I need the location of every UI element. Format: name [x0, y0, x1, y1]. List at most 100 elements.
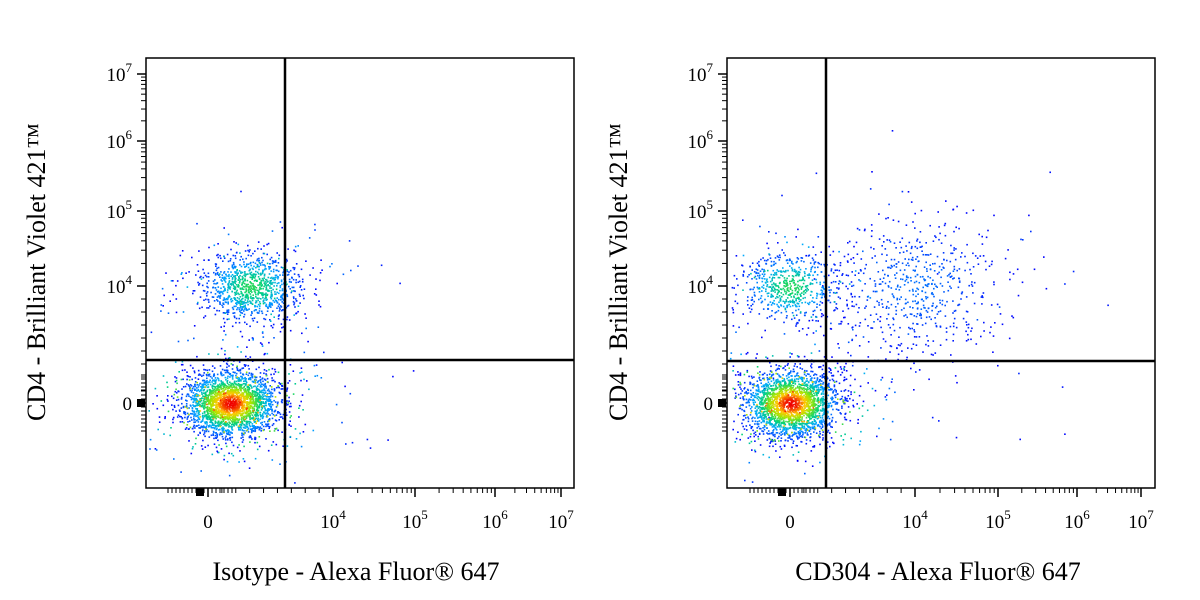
event-dot [919, 231, 922, 233]
event-dot [215, 415, 218, 418]
event-dot [186, 375, 189, 377]
event-dot [811, 319, 814, 322]
event-dot [988, 265, 991, 267]
event-dot [243, 389, 245, 391]
event-dot [246, 279, 249, 282]
event-dot [920, 209, 923, 212]
event-dot [257, 292, 259, 295]
event-dot [820, 251, 822, 253]
event-dot [227, 287, 229, 289]
event-dot [288, 285, 290, 288]
event-dot [258, 398, 260, 400]
event-dot [251, 285, 254, 287]
event-dot [274, 278, 276, 281]
event-dot [266, 352, 269, 355]
event-dot [777, 367, 779, 370]
event-dot [222, 416, 225, 418]
event-dot [192, 410, 194, 413]
event-dot [850, 281, 853, 283]
event-dot [196, 303, 199, 305]
event-dot [255, 403, 257, 406]
event-dot [195, 394, 198, 397]
event-dot [307, 340, 309, 343]
event-dot [741, 422, 743, 425]
event-dot [262, 397, 264, 399]
event-dot [238, 285, 240, 287]
event-dot [246, 420, 249, 423]
event-dot [832, 250, 835, 253]
event-dot [931, 304, 934, 307]
event-dot [751, 383, 754, 386]
event-dot [228, 398, 230, 400]
event-dot [257, 426, 259, 428]
event-dot [254, 382, 257, 384]
event-dot [222, 429, 224, 431]
event-dot [261, 389, 263, 392]
event-dot [212, 433, 214, 435]
event-dot [216, 373, 219, 376]
event-dot [186, 378, 188, 381]
event-dot [751, 269, 753, 271]
event-dot [953, 249, 955, 251]
event-dot [197, 388, 200, 391]
event-dot [189, 396, 192, 398]
event-dot [204, 435, 206, 438]
event-dot [259, 397, 261, 400]
event-dot [839, 398, 842, 401]
event-dot [861, 289, 864, 292]
event-dot [823, 356, 826, 358]
event-dot [990, 304, 993, 306]
event-dot [878, 238, 881, 240]
event-dot [271, 262, 274, 265]
event-dot [274, 428, 277, 430]
event-dot [939, 344, 942, 346]
event-dot [789, 435, 791, 438]
event-dot [212, 404, 214, 407]
event-dot [294, 245, 297, 248]
event-dot [238, 400, 240, 402]
event-dot [858, 296, 861, 298]
event-dot [281, 288, 284, 290]
event-dot [757, 435, 759, 438]
event-dot [851, 326, 853, 329]
event-dot [205, 421, 208, 423]
event-dot [249, 428, 252, 430]
event-dot [936, 305, 938, 308]
event-dot [160, 310, 162, 312]
event-dot [262, 380, 264, 383]
event-dot [938, 226, 940, 228]
event-dot [913, 362, 915, 365]
event-dot [152, 403, 154, 405]
event-dot [225, 385, 227, 387]
event-dot [742, 313, 744, 315]
event-dot [216, 403, 219, 406]
event-dot [259, 274, 262, 276]
event-dot [243, 286, 246, 288]
event-dot [258, 436, 261, 438]
event-dot [342, 273, 345, 276]
event-dot [250, 436, 252, 439]
event-dot [240, 418, 243, 420]
event-dot [940, 276, 942, 279]
event-dot [238, 404, 240, 406]
event-dot [211, 379, 214, 382]
event-dot [949, 272, 951, 275]
event-dot [875, 313, 878, 315]
event-dot [223, 303, 225, 306]
event-dot [925, 309, 928, 312]
event-dot [254, 379, 257, 382]
event-dot [257, 396, 260, 398]
event-dot [270, 279, 272, 282]
event-dot [838, 382, 841, 385]
event-dot [225, 400, 227, 403]
event-dot [272, 281, 274, 284]
event-dot [321, 269, 323, 271]
event-dot [191, 409, 194, 412]
event-dot [267, 280, 269, 283]
event-dot [909, 252, 912, 255]
event-dot [229, 439, 232, 441]
event-dot [298, 407, 300, 409]
event-dot [234, 286, 237, 288]
event-dot [243, 395, 245, 398]
event-dot [277, 262, 280, 264]
